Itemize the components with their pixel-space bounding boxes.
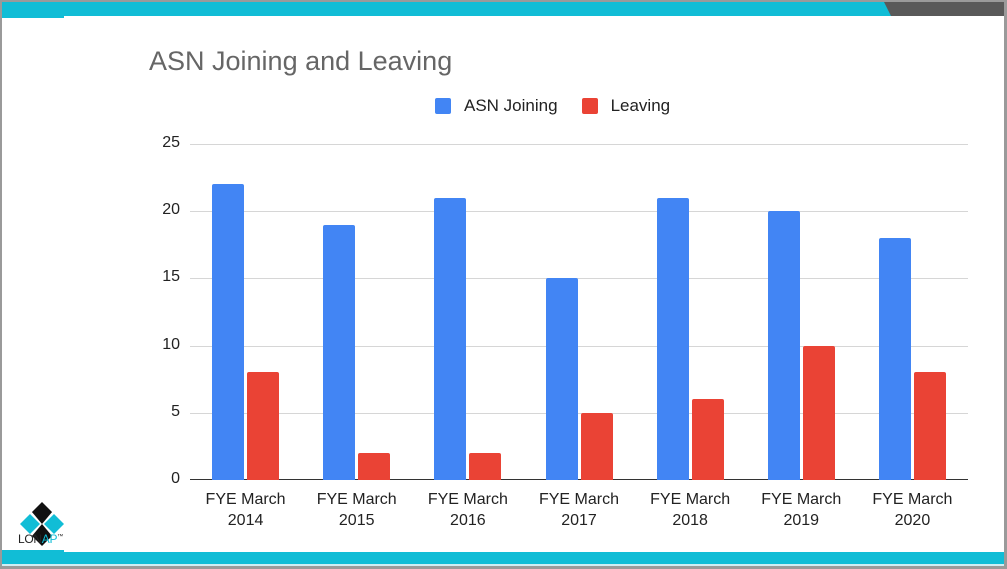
bar-leaving: [691, 399, 724, 480]
legend-label: Leaving: [610, 96, 671, 115]
bar-leaving: [802, 345, 835, 480]
bar-joining: [767, 211, 800, 480]
x-tick-label-line2: 2017: [561, 512, 597, 529]
x-axis-line: [190, 478, 968, 480]
bar-leaving: [913, 372, 946, 480]
bottom-accent-bar: [2, 552, 1004, 564]
x-tick-label-line1: FYE March: [427, 491, 508, 508]
gridline: [190, 412, 968, 414]
y-tick-label: 10: [162, 335, 180, 353]
bar-leaving: [580, 412, 613, 480]
x-tick-label-line1: FYE March: [872, 491, 953, 508]
chart-legend: ASN Joining Leaving: [435, 96, 694, 116]
logo-text-accent: AP: [41, 532, 58, 546]
x-tick-label: FYE March 2017: [524, 489, 634, 531]
bar-joining: [434, 197, 467, 480]
top-dark-accent: [884, 2, 1004, 16]
bar-joining: [656, 197, 689, 480]
x-tick-label-line2: 2018: [672, 512, 708, 529]
x-tick-label-line1: FYE March: [650, 491, 731, 508]
plot-area: [190, 144, 968, 480]
bottom-accent-line: [2, 564, 1004, 566]
gridline: [190, 345, 968, 347]
gridline: [190, 144, 968, 145]
bottom-accent-strip: [2, 550, 64, 552]
x-tick-label: FYE March 2015: [302, 489, 412, 531]
x-tick-label-line1: FYE March: [761, 491, 842, 508]
lonap-logo-icon: [20, 502, 64, 546]
bar-leaving: [247, 372, 280, 480]
x-tick-label-line2: 2015: [338, 512, 375, 529]
legend-swatch-icon: [435, 98, 451, 114]
legend-item: ASN Joining: [435, 96, 558, 116]
bar-joining: [545, 278, 578, 480]
chart-title: ASN Joining and Leaving: [149, 46, 453, 76]
bar-joining: [878, 238, 911, 480]
x-tick-label: FYE March 2020: [857, 489, 967, 531]
legend-label: ASN Joining: [464, 96, 558, 115]
bar-leaving: [358, 453, 391, 480]
x-tick-label-line2: 2019: [783, 512, 820, 529]
x-tick-label: FYE March 2014: [191, 489, 301, 531]
legend-item: Leaving: [581, 96, 671, 116]
x-tick-label-line2: 2014: [227, 512, 264, 529]
x-tick-label-line1: FYE March: [316, 491, 397, 508]
bar-joining: [323, 224, 356, 480]
logo-text-main: LON: [18, 532, 42, 546]
x-tick-label-line2: 2020: [894, 512, 931, 529]
top-accent-bar: [2, 2, 1004, 16]
bar-leaving: [469, 453, 502, 480]
top-accent-strip: [2, 16, 64, 18]
legend-swatch-icon: [581, 98, 598, 114]
x-tick-label-line1: FYE March: [205, 491, 286, 508]
y-tick-label: 0: [171, 470, 180, 487]
y-tick-label: 15: [162, 268, 180, 286]
y-tick-label: 25: [162, 134, 180, 151]
y-tick-label: 5: [171, 402, 180, 420]
x-tick-label: FYE March 2019: [746, 489, 856, 531]
gridline: [190, 278, 968, 280]
logo-trademark: ™: [57, 534, 63, 540]
logo-text: LONAP™: [18, 532, 63, 546]
gridline: [190, 211, 968, 213]
x-tick-label-line2: 2016: [450, 512, 486, 529]
x-tick-label: FYE March 2016: [413, 489, 523, 531]
y-tick-label: 20: [162, 201, 180, 219]
x-tick-label: FYE March 2018: [635, 489, 745, 531]
x-tick-label-line1: FYE March: [538, 491, 619, 508]
bar-joining: [212, 184, 245, 480]
